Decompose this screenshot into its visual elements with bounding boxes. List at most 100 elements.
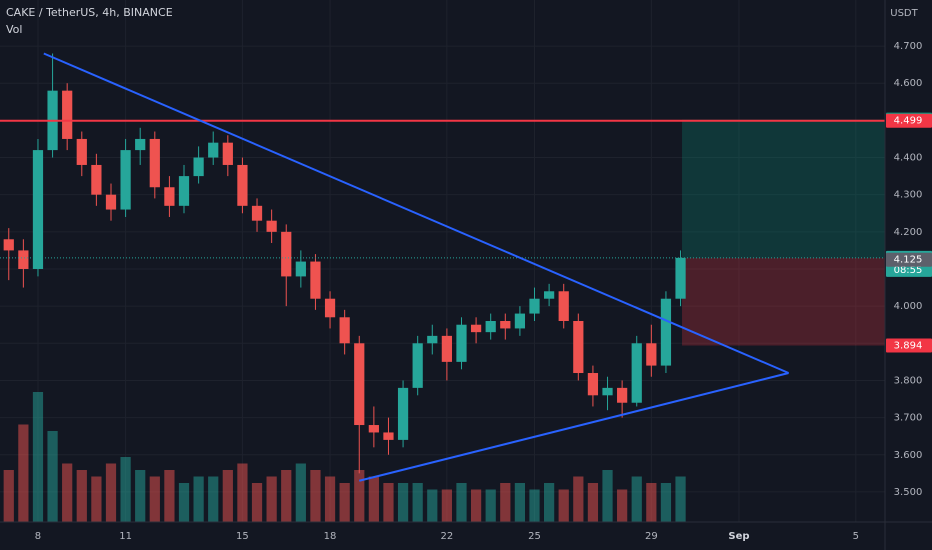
- volume-bar: [339, 483, 350, 522]
- volume-bar: [76, 470, 87, 522]
- volume-bar: [354, 470, 365, 522]
- candle-body: [646, 343, 657, 366]
- volume-bar: [558, 489, 569, 522]
- candle-body: [514, 313, 526, 329]
- volume-bar: [573, 476, 584, 522]
- volume-bar: [514, 483, 526, 522]
- candle-body: [193, 157, 204, 177]
- candle-body: [485, 321, 496, 333]
- candle-body: [76, 138, 87, 165]
- candle-body: [281, 231, 292, 277]
- candle-body: [543, 291, 555, 299]
- volume-bar: [237, 463, 248, 522]
- volume-bar: [135, 470, 146, 522]
- price-label-box: [886, 338, 932, 353]
- x-tick-label: Sep: [728, 531, 749, 542]
- trend-line: [359, 372, 789, 482]
- candle-body: [617, 387, 628, 403]
- candle-body: [251, 205, 263, 221]
- volume-bar: [3, 470, 14, 522]
- candle-body: [587, 373, 599, 396]
- y-tick-label: 4.400: [894, 153, 923, 164]
- volume-bar: [383, 483, 394, 522]
- candle-body: [412, 343, 423, 388]
- volume-bar: [470, 489, 482, 522]
- candle-body: [631, 343, 642, 403]
- x-tick-label: 8: [35, 531, 41, 542]
- candle-body: [32, 150, 44, 269]
- volume-bar: [529, 489, 540, 522]
- candle-body: [441, 335, 452, 362]
- price-label: 4.125: [894, 255, 923, 266]
- volume-bar: [485, 489, 496, 522]
- candle-body: [456, 324, 467, 362]
- candle-body: [18, 250, 29, 269]
- y-tick-label: 3.800: [894, 375, 923, 386]
- candle-body: [368, 425, 379, 433]
- x-tick-label: 22: [441, 531, 454, 542]
- y-tick-label: 3.600: [894, 450, 923, 461]
- volume-bar: [222, 470, 233, 522]
- volume-bar: [500, 483, 511, 522]
- candle-body: [354, 343, 365, 426]
- stop-zone: [682, 257, 885, 346]
- trend-line: [43, 52, 790, 374]
- y-tick-label: 3.500: [894, 487, 923, 498]
- y-axis-label: USDT: [890, 8, 918, 19]
- chart-title: CAKE / TetherUS, 4h, BINANCE: [6, 6, 173, 19]
- volume-bar: [617, 489, 628, 522]
- y-tick-label: 4.700: [894, 41, 923, 52]
- axis-layer: 3.5003.6003.7003.8003.9004.0004.1004.200…: [35, 41, 932, 542]
- price-label-box: [886, 252, 932, 267]
- volume-label: Vol: [6, 23, 22, 36]
- volume-bar: [397, 483, 409, 522]
- x-tick-label: 11: [119, 531, 132, 542]
- volume-bar: [120, 457, 131, 522]
- volume-bar: [441, 489, 452, 522]
- volume-bar: [266, 476, 277, 522]
- volume-bar: [281, 470, 292, 522]
- candle-body: [149, 138, 160, 188]
- volume-bar: [412, 483, 423, 522]
- candle-body: [529, 298, 540, 314]
- volume-bar: [368, 476, 379, 522]
- volume-bar: [47, 431, 58, 522]
- candle-body: [295, 261, 306, 277]
- overlay-layer: [0, 52, 885, 482]
- volume-bar: [310, 470, 321, 522]
- volume-layer: [3, 392, 686, 522]
- volume-bar: [324, 476, 336, 522]
- candle-body: [470, 324, 482, 333]
- candle-body: [675, 257, 686, 299]
- candle-body: [91, 164, 102, 195]
- volume-bar: [18, 424, 29, 522]
- y-tick-label: 3.700: [894, 413, 923, 424]
- target-zone: [682, 119, 885, 258]
- volume-bar: [543, 483, 555, 522]
- volume-bar: [456, 483, 467, 522]
- candle-body: [135, 138, 146, 151]
- volume-bar: [149, 476, 160, 522]
- volume-bar: [660, 483, 672, 522]
- x-tick-label: 5: [853, 531, 859, 542]
- candle-body: [178, 176, 190, 206]
- y-tick-label: 4.300: [894, 190, 923, 201]
- price-label-box: [886, 113, 932, 128]
- x-tick-label: 29: [645, 531, 658, 542]
- volume-bar: [208, 476, 219, 522]
- candle-body: [3, 239, 14, 251]
- x-tick-label: 15: [236, 531, 249, 542]
- candle-body: [62, 90, 73, 139]
- candle-body: [105, 194, 117, 210]
- y-tick-label: 4.600: [894, 78, 923, 89]
- candle-body: [383, 432, 394, 440]
- candle-body: [222, 142, 233, 165]
- volume-bar: [178, 483, 190, 522]
- candle-body: [500, 321, 511, 329]
- candle-body: [237, 164, 248, 206]
- volume-bar: [631, 476, 642, 522]
- candle-body: [660, 298, 672, 366]
- y-tick-label: 4.000: [894, 301, 923, 312]
- candle-body: [324, 298, 336, 318]
